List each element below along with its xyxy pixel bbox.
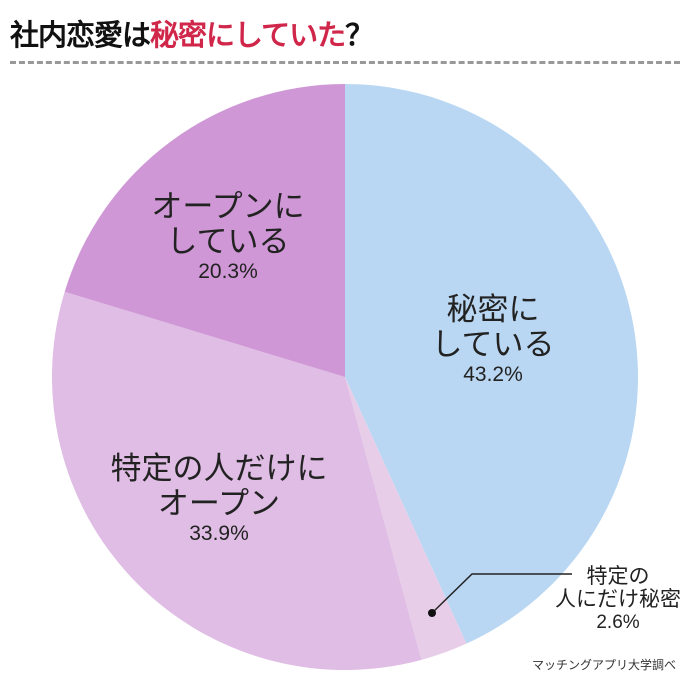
title-prefix: 社内恋愛は	[10, 18, 151, 52]
slice-label-2: 特定の人だけに オープン 33.9%	[110, 451, 328, 546]
page-title: 社内恋愛は秘密にしていた？	[10, 12, 374, 54]
title-suffix: ？	[345, 18, 374, 52]
dashed-divider	[10, 61, 680, 64]
leader-line	[431, 573, 572, 614]
pie-slice-2	[52, 291, 422, 670]
pie-slice-3	[64, 84, 345, 377]
source-note: マッチングアプリ大学調べ	[531, 658, 676, 672]
pie-slice-1	[345, 377, 467, 660]
pie-slice-0	[345, 84, 639, 644]
title-highlight: 秘密にしていた	[150, 18, 346, 52]
leader-dot	[428, 609, 436, 617]
slice-label-0: 秘密に している 43.2%	[431, 292, 555, 387]
slice-label-3: オープンに している 20.3%	[151, 189, 305, 284]
slice-label-1: 特定の 人にだけ秘密 2.6%	[555, 564, 681, 634]
